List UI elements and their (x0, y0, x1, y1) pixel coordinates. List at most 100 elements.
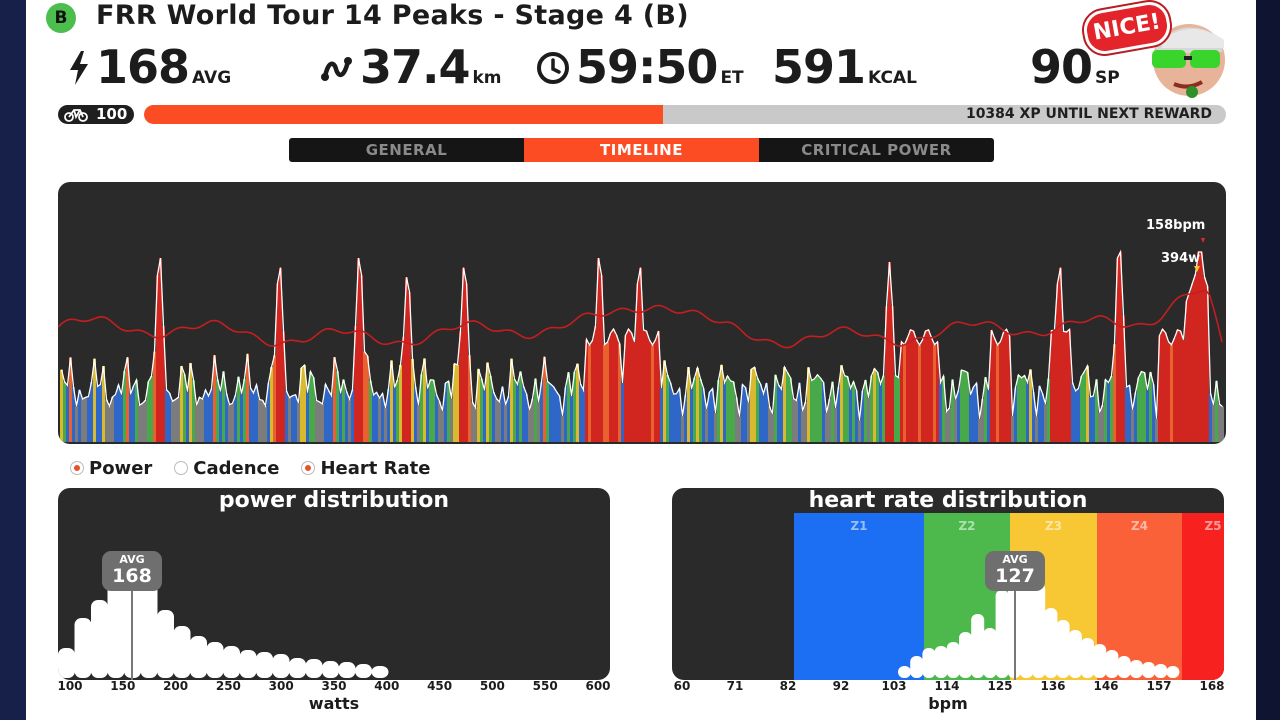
power-bar (309, 371, 312, 442)
power-bar (618, 343, 621, 442)
power-bar (594, 326, 597, 442)
power-bar (231, 403, 234, 442)
tab-critical-power[interactable]: CRITICAL POWER (801, 141, 952, 159)
power-bar (162, 326, 165, 442)
power-bar (1044, 404, 1047, 442)
power-bar (171, 401, 174, 442)
power-bar (1011, 416, 1014, 442)
power-bar (558, 396, 561, 442)
power-bar (756, 378, 759, 442)
power-bar (624, 335, 627, 442)
power-bar (270, 367, 273, 442)
power-bar (528, 410, 531, 442)
power-bar (228, 404, 231, 442)
power-bar (708, 392, 711, 442)
power-bar (1092, 395, 1095, 442)
power-bar (630, 332, 633, 442)
power-bar (84, 397, 87, 442)
power-bar (765, 383, 768, 442)
stat-distance: 37.4 km (320, 40, 502, 96)
power-histogram-bar (140, 583, 158, 678)
power-histogram (58, 578, 389, 678)
x-tick-label: 250 (215, 679, 241, 693)
power-bars (60, 252, 1224, 442)
power-bar (1062, 331, 1065, 442)
power-bar (900, 341, 903, 442)
power-bar (534, 378, 537, 442)
lightning-icon (70, 51, 88, 85)
power-bar (249, 388, 252, 442)
power-bar (981, 399, 984, 442)
power-bar (651, 344, 654, 442)
power-bar (891, 306, 894, 442)
power-bar (132, 386, 135, 442)
power-histogram-bar (206, 642, 224, 678)
power-bar (1185, 301, 1188, 442)
power-bar (117, 384, 120, 442)
power-bar (87, 396, 90, 442)
legend-cadence[interactable]: Cadence (174, 458, 279, 479)
power-bar (156, 274, 159, 442)
power-bar (291, 395, 294, 442)
power-bar (819, 378, 822, 442)
x-tick-label: 100 (57, 679, 83, 693)
power-bar (441, 410, 444, 442)
power-bar (483, 390, 486, 442)
heart-rate-histogram-bar (1093, 644, 1107, 678)
power-bar (183, 374, 186, 442)
tab-general[interactable]: GENERAL (365, 141, 448, 159)
heart-rate-histogram-bar (1166, 666, 1180, 678)
power-bar (144, 400, 147, 442)
power-bar (1038, 385, 1041, 442)
power-bar (939, 382, 942, 442)
legend-heart-rate[interactable]: Heart Rate (301, 458, 430, 479)
power-bar (840, 365, 843, 442)
power-bar (456, 364, 459, 442)
power-bar (885, 306, 888, 442)
power-bar (549, 383, 552, 442)
power-bar (606, 342, 609, 442)
power-bar (177, 397, 180, 442)
power-bar (366, 355, 369, 442)
power-bar (1029, 369, 1032, 442)
power-bar (462, 267, 465, 442)
power-bar (243, 378, 246, 442)
power-bar (612, 329, 615, 442)
power-bar (1209, 393, 1212, 442)
power-bar (717, 380, 720, 442)
power-bar (792, 398, 795, 442)
power-bar (951, 379, 954, 442)
legend-power[interactable]: Power (70, 458, 152, 479)
power-bar (948, 407, 951, 442)
power-bar (348, 399, 351, 442)
summary-tabs: GENERAL TIMELINE CRITICAL POWER (289, 138, 994, 162)
power-bar (699, 379, 702, 442)
tab-timeline[interactable]: TIMELINE (524, 138, 759, 162)
power-bar (666, 375, 669, 442)
power-bar (987, 389, 990, 442)
power-bar (1221, 406, 1224, 442)
heart-rate-histogram-bar (1117, 656, 1131, 678)
power-bar (1191, 283, 1194, 442)
heart-rate-histogram-bar (1020, 566, 1033, 678)
peak-hr-marker (1201, 238, 1205, 243)
power-bar (522, 386, 525, 442)
power-bar (642, 329, 645, 442)
x-tick-label: 150 (110, 679, 136, 693)
power-bar (489, 375, 492, 442)
power-bar (135, 379, 138, 442)
power-bar (867, 397, 870, 442)
power-bar (696, 367, 699, 442)
power-bar (414, 386, 417, 442)
power-histogram-bar (289, 658, 306, 678)
power-bar (1143, 372, 1146, 442)
clock-icon (537, 52, 569, 84)
zone-label: Z4 (1131, 519, 1148, 533)
power-bar (315, 400, 318, 442)
x-tick-label: 300 (268, 679, 294, 693)
power-bar (1128, 385, 1131, 442)
power-bar (912, 331, 915, 442)
power-bar (597, 258, 600, 442)
power-bar (726, 375, 729, 442)
power-bar (150, 376, 153, 442)
